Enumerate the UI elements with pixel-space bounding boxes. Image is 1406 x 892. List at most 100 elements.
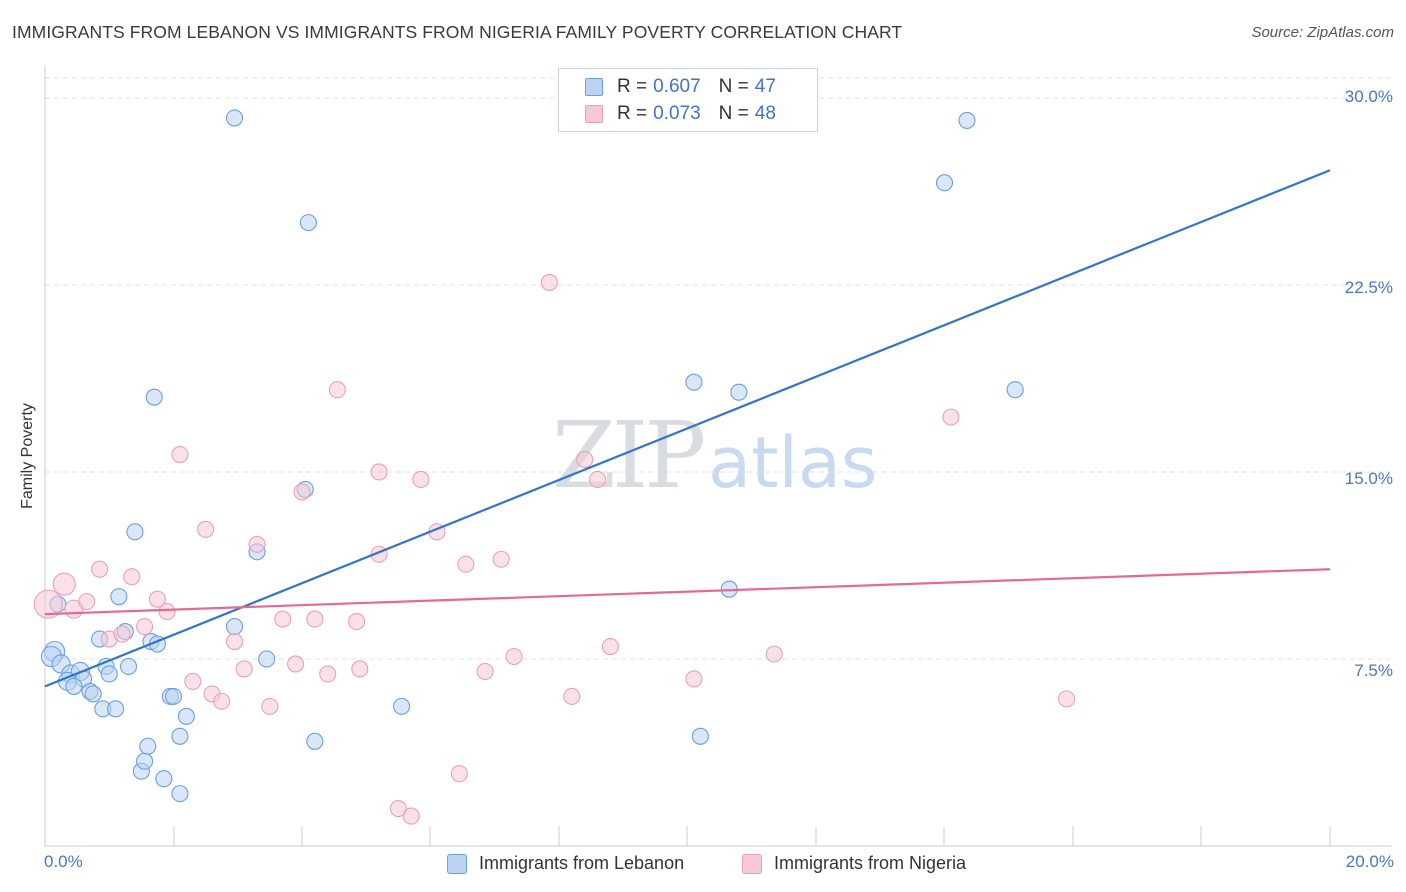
lebanon-point [126, 523, 144, 541]
nigeria-point [123, 568, 141, 586]
y-tick-label: 15.0% [1344, 469, 1393, 488]
lebanon-point [110, 588, 128, 606]
series-legend: Immigrants from Lebanon Immigrants from … [0, 852, 1406, 878]
nigeria-point [91, 560, 109, 578]
nigeria-point [248, 535, 266, 553]
nigeria-point [505, 647, 523, 666]
n-value: 47 [754, 76, 776, 97]
nigeria-point [184, 672, 202, 690]
legend-label-nigeria: Immigrants from Nigeria [774, 853, 967, 873]
lebanon-point [691, 727, 709, 745]
nigeria-point [492, 550, 510, 568]
nigeria-point [450, 765, 468, 783]
lebanon-point [730, 383, 748, 401]
lebanon-point [171, 727, 189, 745]
stats-row-nigeria: R = 0.073 N = 48 [585, 102, 794, 126]
nigeria-point [588, 470, 607, 489]
lebanon-point [1006, 381, 1024, 399]
lebanon-point [225, 618, 244, 636]
nigeria-point [171, 445, 189, 464]
lebanon-point [958, 111, 976, 129]
y-tick-label: 22.5% [1344, 278, 1393, 297]
nigeria-point [328, 381, 346, 399]
data-points [33, 109, 1076, 825]
lebanon-point [685, 373, 703, 391]
nigeria-point [1058, 690, 1076, 708]
nigeria-point [306, 610, 324, 628]
stats-legend: R = 0.607 N = 47 R = 0.073 N = 48 [558, 68, 818, 132]
nigeria-point [197, 520, 215, 538]
nigeria-point [235, 660, 253, 678]
legend-swatch-lebanon [447, 853, 467, 874]
nigeria-point [78, 593, 96, 611]
lebanon-point [100, 665, 118, 683]
lebanon-point [84, 685, 102, 703]
n-label: N = [718, 103, 749, 124]
nigeria-point [457, 555, 475, 573]
nigeria-point [576, 450, 594, 469]
lebanon-point [299, 214, 317, 232]
nigeria-point [136, 618, 154, 636]
lebanon-point [119, 657, 138, 676]
r-value: 0.073 [653, 103, 701, 124]
nigeria-point [540, 273, 558, 292]
legend-swatch-nigeria [585, 105, 603, 123]
x-tick-label: 0.0% [44, 852, 83, 871]
y-axis-label: Family Poverty [19, 403, 36, 509]
lebanon-point [107, 700, 125, 718]
legend-label-lebanon: Immigrants from Lebanon [479, 853, 685, 873]
legend-item-lebanon[interactable]: Immigrants from Lebanon [447, 853, 684, 874]
source-label: Source: ZipAtlas.com [1251, 24, 1394, 41]
nigeria-point [52, 572, 76, 596]
nigeria-point [274, 610, 292, 628]
y-tick-label: 30.0% [1344, 87, 1393, 106]
nigeria-point [389, 800, 407, 818]
lebanon-point [306, 732, 324, 750]
trend-lines [44, 169, 1331, 688]
nigeria-point [563, 687, 581, 705]
r-value: 0.607 [653, 76, 701, 97]
lebanon-point [139, 737, 157, 755]
y-tick-label: 7.5% [1354, 661, 1393, 680]
nigeria-point [213, 692, 231, 710]
chart-title: IMMIGRANTS FROM LEBANON VS IMMIGRANTS FR… [12, 22, 903, 42]
legend-swatch-nigeria [742, 853, 762, 874]
nigeria-point [412, 470, 430, 489]
nigeria-point [942, 408, 960, 426]
n-value: 48 [754, 103, 776, 124]
legend-swatch-lebanon [585, 78, 603, 96]
lebanon-point [65, 677, 83, 695]
nigeria-point [351, 660, 369, 678]
lebanon-point [164, 687, 183, 705]
lebanon-trend-line [44, 169, 1331, 688]
nigeria-point [225, 632, 244, 651]
nigeria-point [261, 697, 279, 715]
lebanon-point [136, 752, 154, 770]
lebanon-point [171, 785, 189, 803]
nigeria-point [348, 613, 366, 631]
r-label: R = [617, 76, 648, 97]
legend-item-nigeria[interactable]: Immigrants from Nigeria [742, 853, 966, 874]
nigeria-point [601, 637, 619, 656]
lebanon-point [935, 174, 954, 192]
x-tick-label: 20.0% [1345, 852, 1394, 871]
nigeria-point [319, 665, 337, 683]
stats-row-lebanon: R = 0.607 N = 47 [585, 75, 794, 99]
nigeria-trend-line [44, 568, 1331, 616]
lebanon-point [258, 650, 276, 668]
lebanon-point [177, 707, 195, 725]
nigeria-point [158, 603, 176, 621]
axes [44, 66, 1392, 847]
nigeria-point [113, 625, 131, 643]
nigeria-point [402, 807, 420, 825]
nigeria-point [293, 483, 311, 501]
nigeria-point [287, 655, 305, 673]
nigeria-point [476, 662, 494, 681]
nigeria-point [148, 590, 166, 608]
nigeria-point [370, 463, 388, 481]
grid-lines [45, 77, 1392, 660]
nigeria-point [33, 589, 63, 619]
lebanon-point [145, 388, 163, 406]
r-label: R = [617, 103, 648, 124]
